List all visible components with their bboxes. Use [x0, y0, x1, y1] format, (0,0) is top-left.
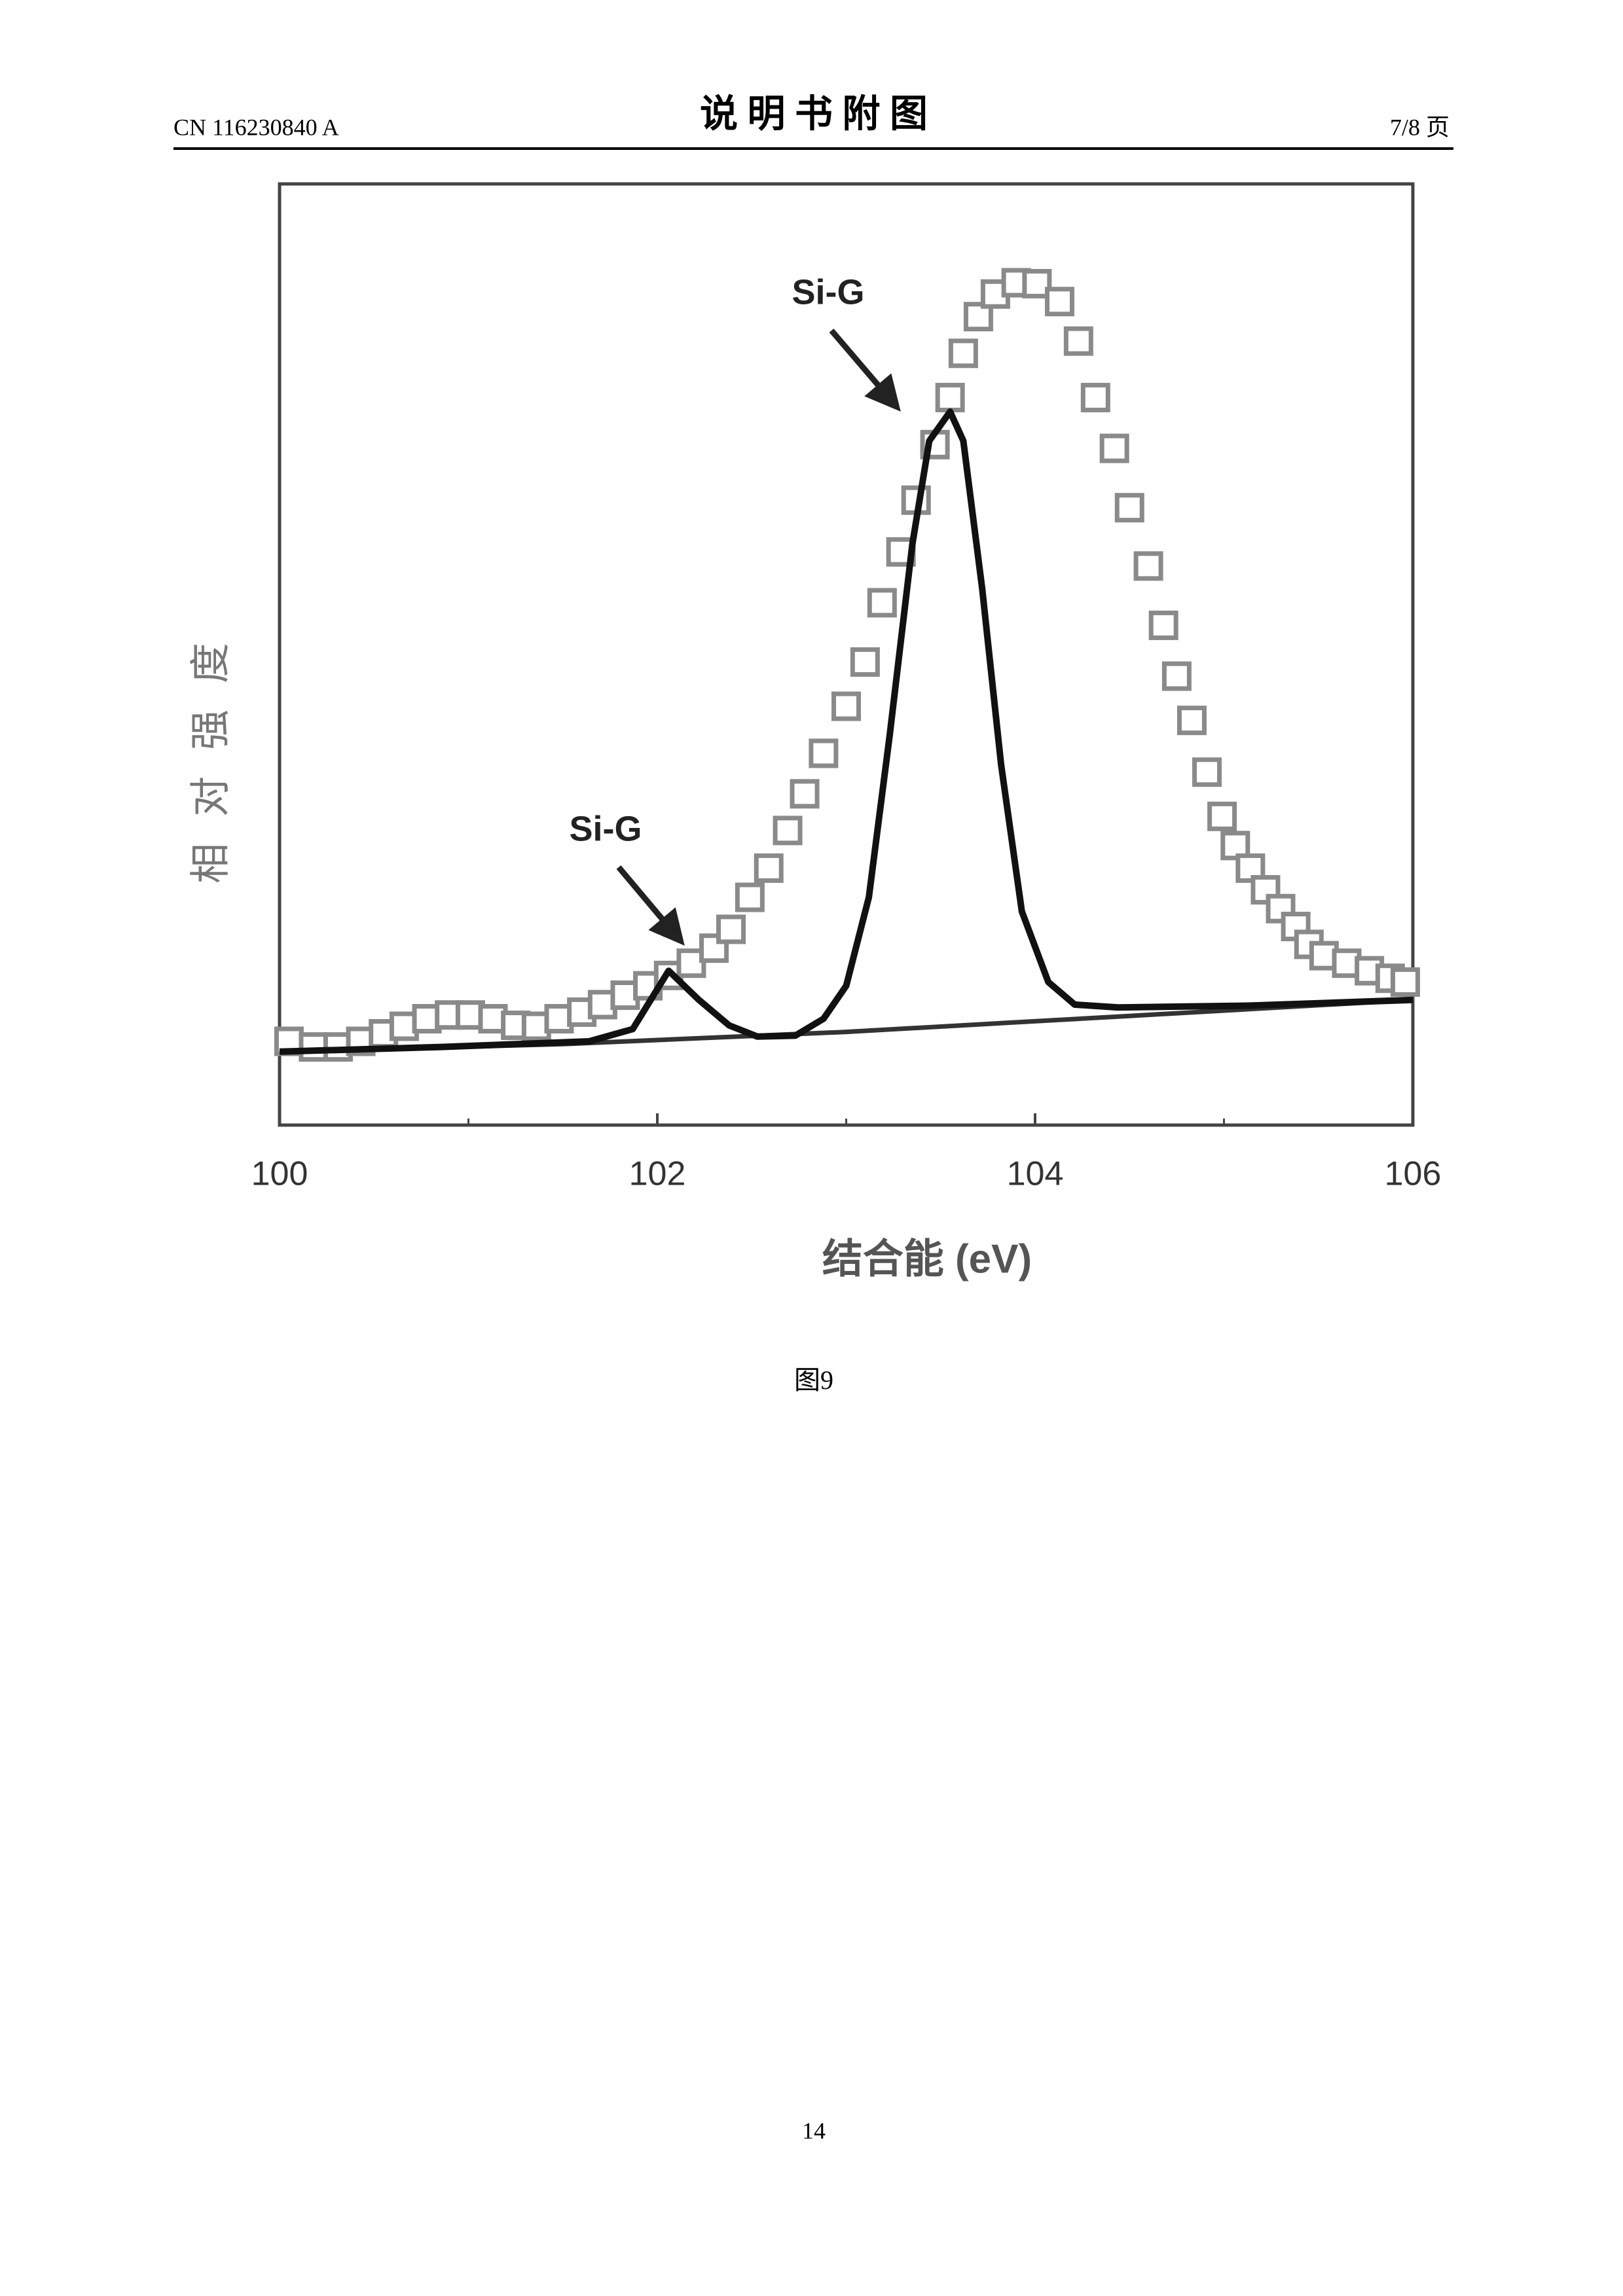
data-point	[1220, 831, 1250, 861]
data-point	[716, 914, 746, 944]
data-point	[1114, 493, 1144, 523]
patent-number: CN 116230840 A	[173, 114, 339, 140]
data-point	[790, 779, 820, 809]
x-tick-label: 106	[1385, 1155, 1442, 1193]
data-point	[948, 338, 978, 368]
data-point	[1390, 967, 1420, 997]
data-point	[1148, 610, 1178, 640]
data-point	[773, 816, 803, 846]
header-title: 说 明 书 附 图	[700, 92, 928, 135]
x-tick-label: 100	[251, 1155, 308, 1193]
data-point	[1099, 433, 1129, 463]
annotation: Si-G	[792, 272, 864, 312]
data-point	[1192, 757, 1222, 787]
data-point	[1063, 326, 1093, 356]
data-point	[831, 691, 861, 721]
data-point	[850, 647, 880, 677]
data-point	[735, 882, 765, 912]
annotation: Si-G	[569, 809, 642, 848]
data-point	[299, 1032, 329, 1062]
page-number: 14	[802, 2117, 826, 2144]
chart: 100 102 104 106 结合能 (eV) 相对强度 Si-G Si-G	[188, 182, 1442, 1282]
fit-line	[279, 408, 1413, 1055]
annotation-arrow	[616, 865, 685, 946]
data-point	[754, 853, 784, 883]
x-tick-label: 102	[629, 1155, 686, 1193]
data-point	[809, 738, 839, 768]
data-point	[1133, 551, 1163, 581]
figure-caption: 图9	[794, 1365, 833, 1395]
annotation-arrow	[829, 329, 901, 412]
data-point	[935, 382, 965, 412]
x-tick-label: 104	[1007, 1155, 1064, 1193]
data-point	[1022, 268, 1052, 298]
data-point	[1045, 287, 1075, 317]
y-axis-label: 相对强度	[188, 617, 233, 884]
data-point	[1080, 382, 1110, 412]
data-point	[1207, 801, 1237, 831]
data-point	[1176, 706, 1207, 736]
data-point	[1161, 661, 1192, 691]
page-of: 7/8 页	[1390, 114, 1450, 140]
x-axis-label: 结合能 (eV)	[822, 1236, 1032, 1282]
data-point	[867, 588, 897, 618]
